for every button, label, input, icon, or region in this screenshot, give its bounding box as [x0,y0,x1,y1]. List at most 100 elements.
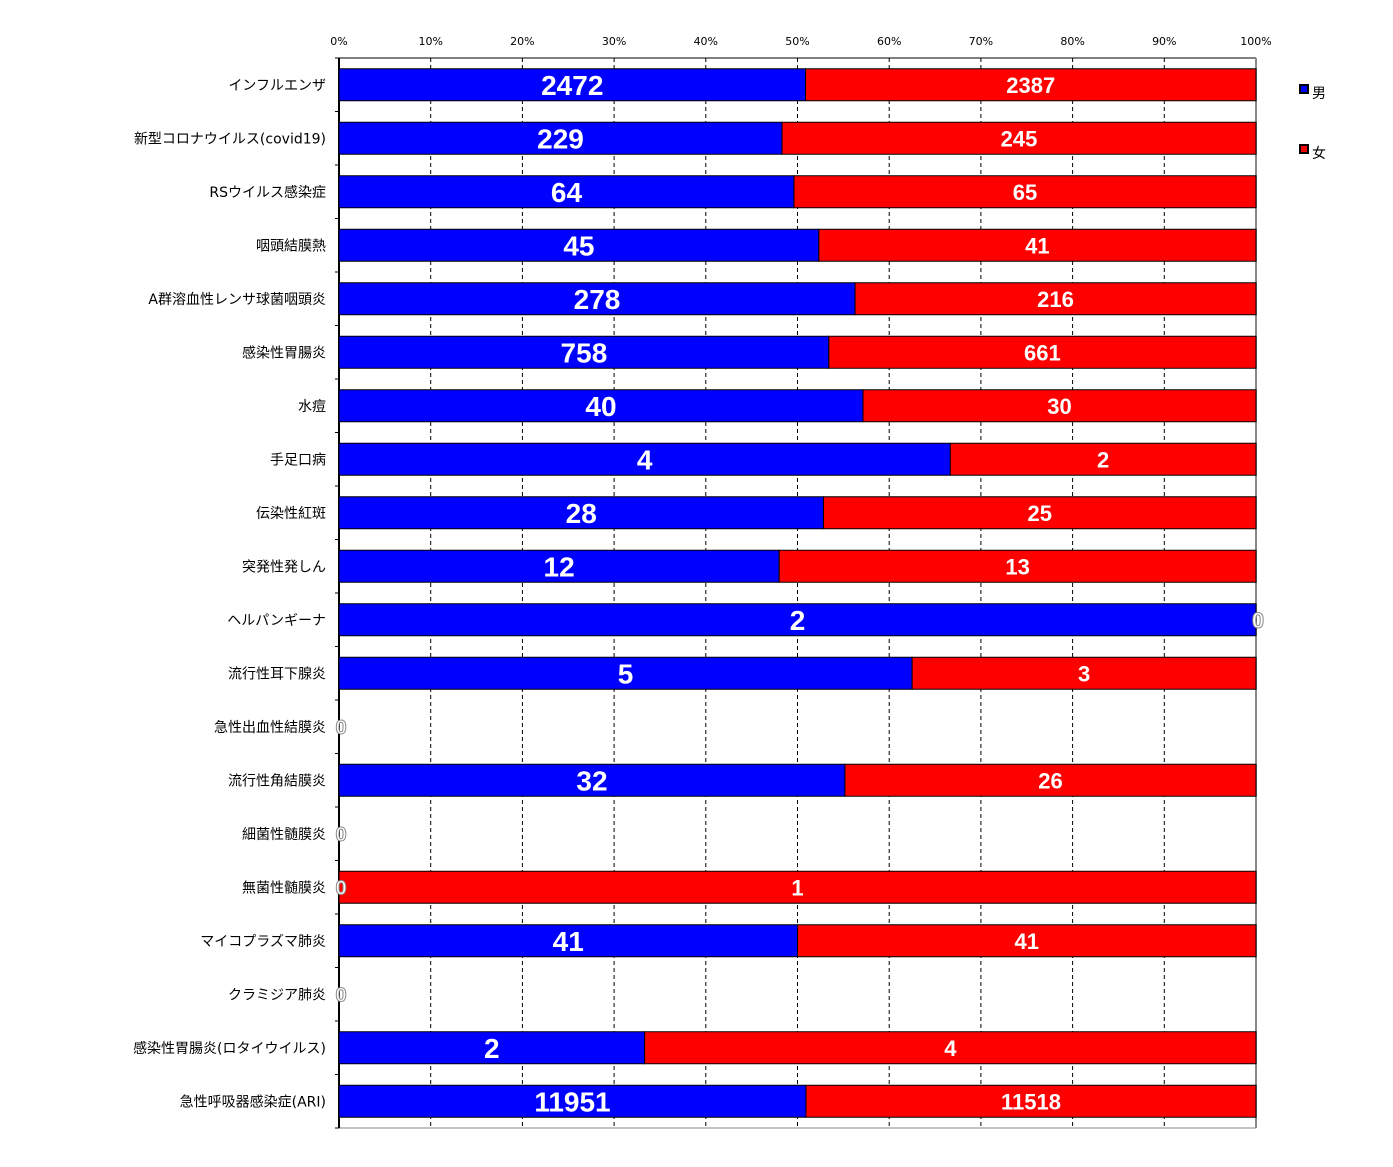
data-label-male: 64 [551,177,583,208]
category-label: 手足口病 [270,452,326,468]
category-label: 突発性発しん [242,559,326,575]
data-label-male: 0 [335,877,346,899]
category-label: 伝染性紅斑 [256,506,326,522]
category-label: A群溶血性レンサ球菌咽頭炎 [148,292,326,308]
bar-male [338,121,783,155]
data-label-male: 12 [544,551,575,582]
bar-female [805,68,1257,102]
data-label-male: 2472 [541,70,603,101]
data-label-female: 661 [1024,340,1061,365]
bar-female [644,1031,1257,1065]
data-label-female: 3 [1078,661,1090,686]
data-label-male: 45 [563,230,594,261]
data-label-male: 2 [790,605,806,636]
x-tick-label: 30% [602,35,626,48]
data-label-male: 5 [618,658,634,689]
bar-male [338,175,795,209]
data-label-female: 0 [1252,608,1264,633]
data-label-female: 4 [944,1036,957,1061]
bar-male [338,1084,807,1118]
bar-female [862,389,1257,423]
bar-male [338,335,830,369]
bar-male [338,496,824,530]
data-label-female: 13 [1005,554,1029,579]
bar-male [338,389,864,423]
data-label-female: 25 [1027,501,1051,526]
bar-female [338,870,1257,904]
x-tick-label: 90% [1152,35,1176,48]
bar-female [828,335,1257,369]
bar-male [338,656,913,690]
data-label-male: 28 [566,498,597,529]
data-label-male: 758 [561,337,608,368]
bar-female [844,763,1257,797]
x-tick-label: 70% [969,35,993,48]
legend-swatch [1299,144,1309,154]
data-label-female: 216 [1037,287,1074,312]
data-label-female: 2387 [1006,73,1055,98]
data-label-male: 32 [576,765,607,796]
bar-male [338,1031,646,1065]
bar-male [338,924,798,958]
data-label-female: 30 [1047,394,1071,419]
data-label-female: 1 [791,875,803,900]
x-tick-label: 50% [785,35,809,48]
category-label: 急性呼吸器感染症(ARI) [180,1093,326,1110]
category-label: クラミジア肺炎 [228,987,326,1003]
x-tick-label: 40% [694,35,718,48]
x-tick-label: 20% [510,35,534,48]
data-label-female: 11518 [1001,1089,1061,1114]
bar-male [338,228,820,262]
data-label-male: 40 [585,391,616,422]
bar-female [805,1084,1257,1118]
bar-female [818,228,1257,262]
bar-male [338,763,846,797]
data-label-female: 65 [1013,180,1037,205]
bar-male [338,68,807,102]
bar-female [797,924,1257,958]
bar-male [338,549,780,583]
x-tick-label: 60% [877,35,901,48]
category-label: 細菌性髄膜炎 [242,827,326,843]
data-label-female: 26 [1038,768,1062,793]
bar-female [822,496,1257,530]
x-tick-label: 100% [1240,35,1271,48]
data-label-male: 0 [335,717,346,739]
x-tick-label: 10% [418,35,442,48]
data-label-female: 41 [1025,233,1049,258]
bar-female [854,282,1257,316]
data-label-male: 0 [335,984,346,1006]
data-label-male: 41 [553,926,584,957]
category-label: 感染性胃腸炎 [242,344,326,361]
data-label-female: 41 [1015,929,1039,954]
bar-female [793,175,1257,209]
category-label: 咽頭結膜熱 [256,238,326,254]
category-label: 急性出血性結膜炎 [214,720,326,736]
legend-swatch [1299,84,1309,94]
category-label: RSウイルス感染症 [209,184,326,201]
data-label-male: 229 [537,123,584,154]
bar-male [338,442,951,476]
bar-male [338,282,856,316]
data-label-male: 0 [335,824,346,846]
data-label-male: 278 [574,284,621,315]
category-label: 水痘 [298,399,326,415]
category-label: 流行性耳下腺炎 [228,666,326,682]
data-label-female: 2 [1097,447,1109,472]
legend-label: 男 [1312,86,1326,102]
data-label-male: 11951 [534,1086,610,1117]
category-label: 感染性胃腸炎(ロタイウイルス) [133,1040,326,1057]
category-label: 流行性角結膜炎 [228,773,326,789]
x-tick-label: 80% [1060,35,1084,48]
data-label-male: 2 [484,1033,500,1064]
category-label: 無菌性髄膜炎 [242,880,326,896]
bar-female [778,549,1257,583]
x-tick-label: 0% [330,35,347,48]
bar-female [911,656,1257,690]
category-label: ヘルパンギーナ [227,613,326,629]
data-label-male: 4 [637,444,653,475]
category-label: 新型コロナウイルス(covid19) [134,131,326,147]
data-label-female: 245 [1001,126,1038,151]
bar-female [781,121,1257,155]
